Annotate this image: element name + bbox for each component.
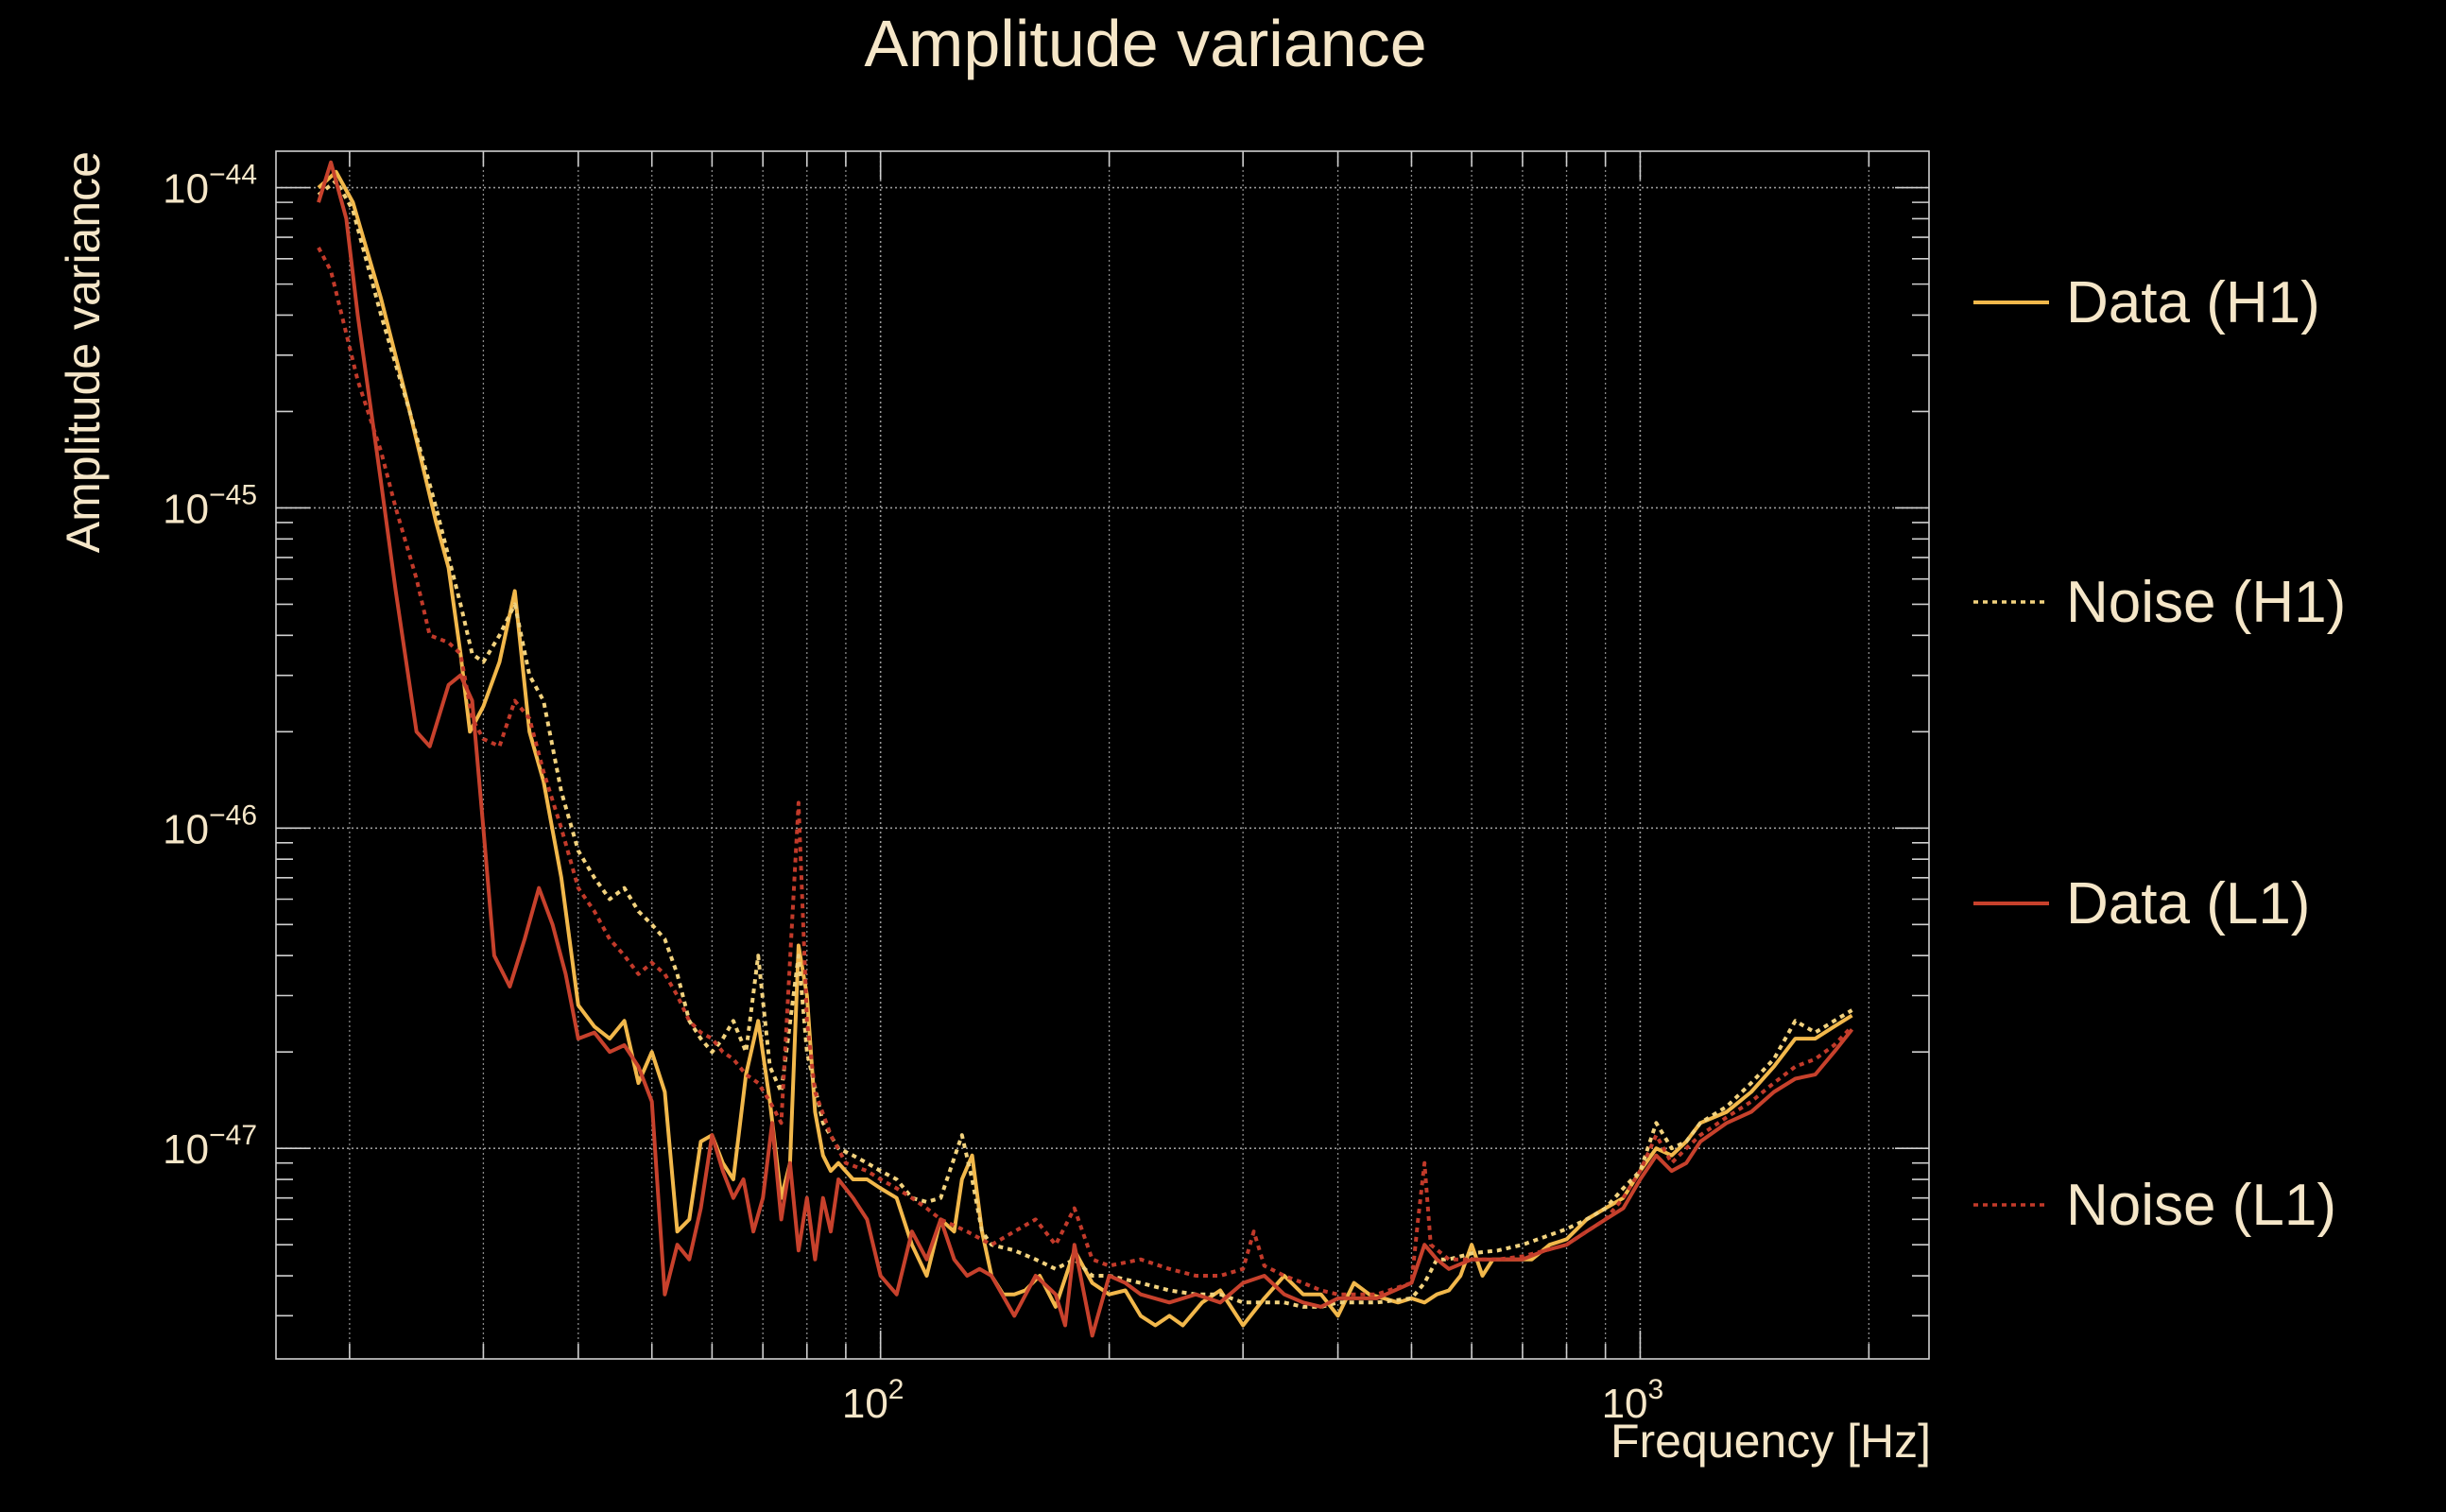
axis-ticks: 102 103 10−44 10−45 10−46 10−47 [163,151,1929,1427]
legend-label: Data (H1) [2066,270,2320,335]
y-tick-label: 10−46 [163,799,257,852]
x-axis-label: Frequency [Hz] [1611,1415,1931,1468]
legend-label: Noise (L1) [2066,1173,2336,1238]
y-tick-label: 10−47 [163,1120,257,1173]
y-tick-label: 10−44 [163,160,257,213]
legend-label: Noise (H1) [2066,570,2346,635]
series-line-3 [317,160,1854,1338]
series-line-2 [317,179,1853,1309]
y-tick-label: 10−45 [163,479,257,532]
legend: Data (H1) Noise (H1) Data (L1) Noise (L1) [1973,270,2346,1238]
chart-title: Amplitude variance [864,7,1426,80]
grid [276,151,1929,1359]
plot-frame [275,150,1930,1360]
series-line-4 [317,247,1853,1297]
series-group [317,160,1854,1338]
legend-label: Data (L1) [2066,871,2310,936]
x-tick-label: 103 [1602,1374,1664,1427]
y-axis-label: Amplitude variance [57,151,110,553]
x-tick-label: 102 [842,1374,904,1427]
